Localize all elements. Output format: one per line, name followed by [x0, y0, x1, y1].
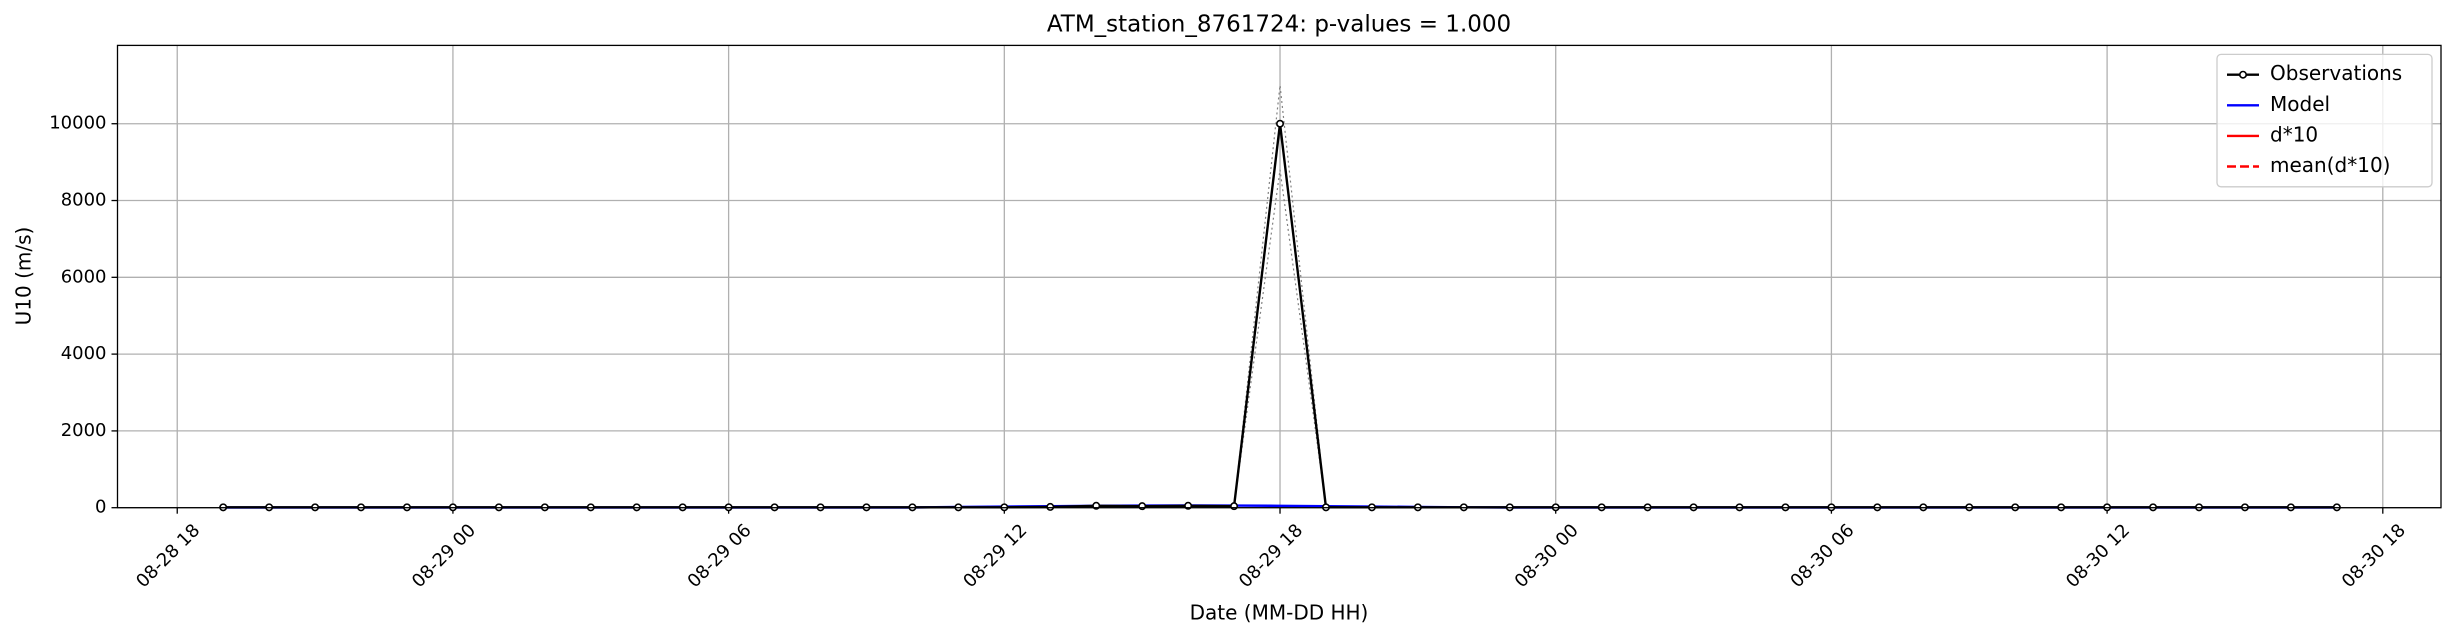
legend-label: Model — [2270, 92, 2330, 116]
y-axis-label: U10 (m/s) — [12, 227, 36, 326]
y-tick-label: 4000 — [61, 343, 107, 364]
x-tick-label: 08-30 18 — [2338, 520, 2410, 592]
y-tick-label: 10000 — [49, 113, 106, 134]
x-tick-label: 08-30 06 — [1786, 520, 1858, 592]
chart-title: ATM_station_8761724: p-values = 1.000 — [1047, 12, 1511, 38]
y-tick-label: 0 — [95, 497, 106, 518]
legend-label: Observations — [2270, 61, 2402, 85]
x-tick-label: 08-29 18 — [1235, 520, 1307, 592]
x-axis-label: Date (MM-DD HH) — [1190, 601, 1369, 625]
series-line — [223, 169, 2337, 508]
legend-label: mean(d*10) — [2270, 153, 2390, 177]
x-tick-label: 08-30 00 — [1511, 520, 1583, 592]
legend-box — [2216, 53, 2433, 188]
data-point — [1138, 502, 1147, 511]
x-tick-label: 08-30 12 — [2062, 520, 2134, 592]
y-tick-label: 8000 — [61, 190, 107, 211]
x-tick-label: 08-29 06 — [684, 520, 756, 592]
y-tick-label: 2000 — [61, 420, 107, 441]
y-tick-label: 6000 — [61, 266, 107, 287]
x-tick-label: 08-29 12 — [959, 520, 1031, 592]
plot-frame — [116, 44, 2442, 509]
x-tick-label: 08-29 00 — [408, 520, 480, 592]
data-point — [1230, 502, 1239, 511]
data-point — [1276, 119, 1285, 128]
legend-label: d*10 — [2270, 122, 2318, 146]
data-point — [1046, 502, 1055, 511]
x-tick-label: 08-28 18 — [132, 520, 204, 592]
legend-marker — [2239, 70, 2248, 79]
